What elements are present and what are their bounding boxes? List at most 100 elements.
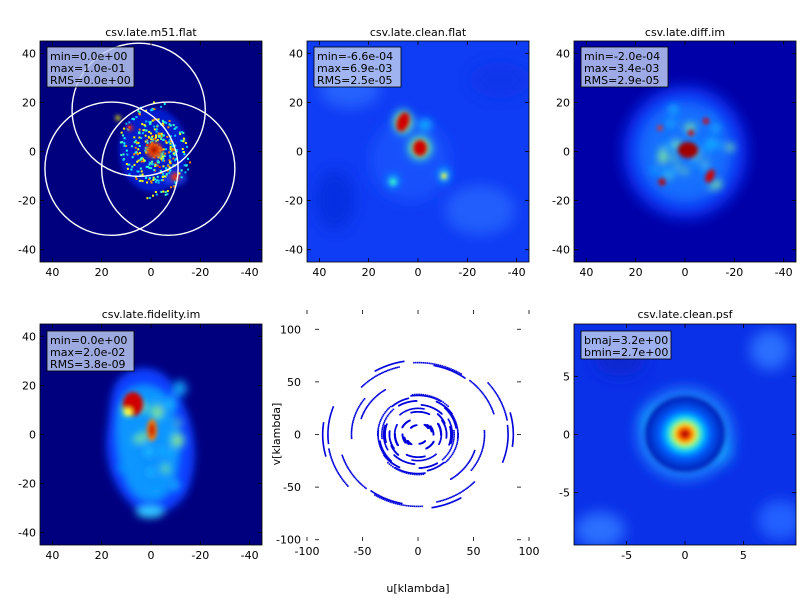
uv-point — [445, 408, 447, 410]
uv-point — [380, 448, 382, 450]
uv-point — [448, 367, 451, 370]
uv-point — [450, 369, 453, 372]
diff-blob — [674, 162, 682, 169]
uv-point — [322, 438, 324, 441]
galaxy-pixel — [163, 121, 166, 124]
uv-point — [372, 491, 375, 494]
galaxy-pixel — [148, 163, 151, 166]
y-tick-label: 40 — [556, 47, 570, 60]
uv-point — [424, 455, 426, 458]
galaxy-pixel — [141, 123, 144, 126]
uv-point — [459, 471, 462, 473]
uv-point — [505, 417, 508, 420]
panel-diff-im: csv.late.diff.im 40 20 0 -20 -4040200-20-40 … — [552, 26, 797, 279]
y-tick-label: 0 — [29, 429, 36, 442]
galaxy-pixel — [148, 161, 151, 164]
galaxy-pixel — [168, 140, 171, 143]
uv-point — [425, 404, 427, 407]
uv-point — [506, 426, 509, 428]
galaxy-pixel — [162, 151, 165, 154]
uv-point — [472, 482, 474, 484]
uv-point — [451, 501, 454, 503]
uv-point — [430, 406, 432, 408]
galaxy-pixel — [152, 194, 155, 197]
uv-point — [507, 427, 509, 430]
galaxy-pixel — [137, 110, 140, 113]
uv-point — [363, 397, 366, 400]
galaxy-pixel — [161, 155, 164, 158]
uv-point — [440, 463, 443, 466]
uv-point — [511, 442, 514, 445]
uv-point — [350, 429, 353, 431]
galaxy-pixel — [182, 131, 185, 134]
uv-point — [475, 385, 477, 387]
uv-point — [453, 495, 456, 497]
uv-point — [451, 431, 454, 434]
uv-point — [384, 455, 386, 457]
uv-point — [449, 422, 451, 424]
uv-point — [413, 393, 416, 396]
uv-point — [402, 411, 405, 414]
uv-point — [458, 372, 461, 374]
uv-point — [487, 401, 490, 404]
uv-point — [404, 398, 407, 400]
uv-point — [423, 423, 426, 426]
uv-point — [405, 461, 408, 464]
galaxy-pixel — [148, 196, 151, 199]
galaxy-pixel — [162, 122, 165, 125]
uv-point — [419, 394, 422, 397]
uv-point — [473, 481, 476, 483]
uv-point — [328, 419, 331, 422]
uv-point — [457, 431, 459, 434]
uv-point — [350, 432, 353, 435]
uv-point — [449, 429, 452, 431]
uv-point — [443, 367, 446, 369]
galaxy-pixel — [122, 158, 125, 161]
galaxy-pixel — [154, 163, 157, 166]
uv-point — [473, 451, 476, 453]
uv-point — [385, 456, 387, 459]
uv-point — [386, 498, 388, 500]
galaxy-pixel — [145, 109, 148, 112]
uv-point — [506, 444, 509, 447]
uv-point — [454, 419, 456, 421]
galaxy-pixel — [148, 177, 151, 180]
uv-point — [454, 499, 457, 502]
uv-point — [451, 435, 454, 438]
uv-point — [470, 380, 473, 383]
uv-point — [352, 419, 355, 422]
uv-point — [412, 459, 415, 462]
uv-point — [463, 467, 466, 469]
uv-point — [389, 459, 391, 461]
uv-point — [512, 432, 515, 435]
uv-point — [507, 439, 509, 441]
uv-point — [398, 502, 401, 504]
y-tick-label: 5 — [563, 370, 570, 383]
uv-point — [379, 420, 382, 423]
uv-point — [360, 483, 362, 485]
uv-point — [416, 473, 418, 476]
uv-point — [403, 470, 405, 473]
uv-point — [449, 427, 451, 429]
x-tick-label: -40 — [775, 266, 793, 279]
uv-point — [419, 472, 421, 475]
galaxy-pixel — [168, 159, 171, 162]
uv-point — [451, 428, 453, 431]
uv-point — [398, 466, 401, 469]
uv-point — [431, 468, 434, 470]
uv-point — [381, 447, 384, 450]
uv-point — [437, 505, 439, 508]
galaxy-pixel — [154, 181, 157, 184]
uv-point — [340, 477, 343, 480]
uv-point — [464, 465, 467, 468]
uv-point — [379, 373, 382, 375]
panel-title: csv.late.clean.flat — [370, 26, 467, 39]
uv-point — [399, 470, 402, 472]
galaxy-pixel — [183, 164, 186, 167]
uv-point — [384, 424, 386, 427]
uv-point — [424, 395, 427, 397]
galaxy-pixel — [135, 151, 138, 154]
uv-point — [397, 361, 399, 364]
uv-point — [422, 394, 424, 397]
